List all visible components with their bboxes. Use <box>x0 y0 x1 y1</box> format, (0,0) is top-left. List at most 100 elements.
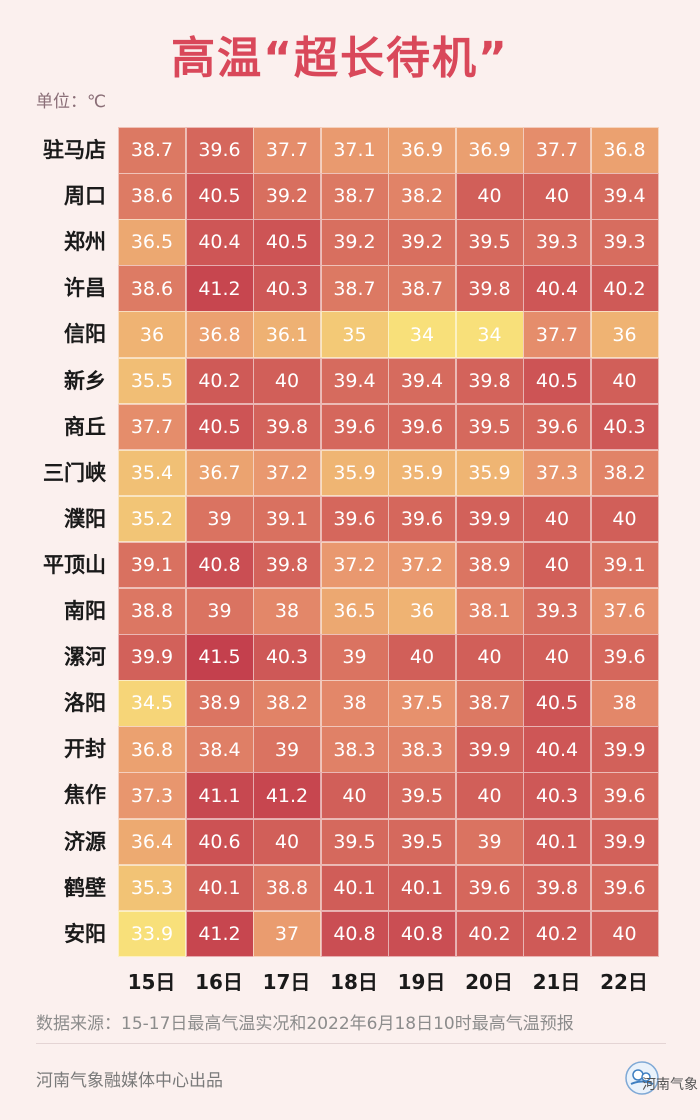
heatmap-grid: 38.7 39.6 37.7 37.1 36.9 36.9 37.7 36.8 38.6 40.5… <box>118 127 659 958</box>
row-label: 周口 <box>64 184 106 209</box>
heatmap-cell: 38.8 <box>253 864 321 912</box>
heatmap-cell: 40.2 <box>185 357 254 405</box>
heatmap-cell: 36.9 <box>455 127 524 174</box>
heatmap-cell: 38.2 <box>253 680 321 727</box>
row-label: 郑州 <box>64 230 106 255</box>
heatmap-cell: 40.1 <box>320 864 389 912</box>
heatmap-cell: 40.3 <box>523 772 591 819</box>
heatmap-cell: 40.2 <box>590 265 659 312</box>
heatmap-cell: 41.5 <box>185 634 254 681</box>
heatmap-cell: 40.4 <box>523 726 591 773</box>
heatmap-cell: 39.8 <box>523 864 591 912</box>
heatmap-cell: 36.7 <box>185 449 254 497</box>
heatmap-cell: 40.3 <box>590 403 659 451</box>
heatmap-cell: 36.9 <box>388 127 456 174</box>
heatmap-cell: 38.7 <box>455 680 524 727</box>
heatmap-cell: 39.1 <box>590 541 659 589</box>
heatmap-cell: 36 <box>590 311 659 358</box>
heatmap-cell: 40 <box>590 495 659 543</box>
heatmap-cell: 39.4 <box>590 173 659 220</box>
heatmap-cell: 37.7 <box>118 403 186 451</box>
heatmap-cell: 35.9 <box>388 449 456 497</box>
heatmap-cell: 37.3 <box>523 449 591 497</box>
heatmap-cell: 40 <box>253 818 321 866</box>
heatmap-cell: 40.6 <box>185 818 254 866</box>
heatmap-cell: 35.3 <box>118 864 186 912</box>
heatmap-cell: 40.1 <box>185 864 254 912</box>
heatmap-cell: 39.6 <box>320 495 389 543</box>
heatmap-cell: 39.1 <box>118 541 186 589</box>
cloud-icon <box>625 1061 659 1095</box>
heatmap-cell: 35.2 <box>118 495 186 543</box>
heatmap-cell: 37 <box>253 910 321 958</box>
heatmap-cell: 39.6 <box>388 495 456 543</box>
heatmap-cell: 40 <box>523 173 591 220</box>
heatmap-cell: 40 <box>455 772 524 819</box>
row-label: 鹤壁 <box>64 875 106 900</box>
heatmap-cell: 39.5 <box>320 818 389 866</box>
heatmap-cell: 34 <box>455 311 524 358</box>
heatmap-cell: 40 <box>523 541 591 589</box>
unit-label: 单位：℃ <box>36 92 107 112</box>
column-label: 15日 <box>127 970 176 994</box>
heatmap-cell: 39.6 <box>455 864 524 912</box>
heatmap-cell: 40 <box>590 910 659 958</box>
heatmap-cell: 37.2 <box>320 541 389 589</box>
heatmap-cell: 40.2 <box>523 910 591 958</box>
heatmap-cell: 40.5 <box>523 680 591 727</box>
heatmap-cell: 40.4 <box>523 265 591 312</box>
weather-logo: 河南气象 <box>610 1060 698 1110</box>
row-label: 安阳 <box>64 921 106 946</box>
heatmap-cell: 39.4 <box>388 357 456 405</box>
footer-divider <box>36 1043 666 1044</box>
heatmap-cell: 35.4 <box>118 449 186 497</box>
heatmap-cell: 37.6 <box>590 588 659 635</box>
heatmap-cell: 37.7 <box>523 127 591 174</box>
heatmap-cell: 39.5 <box>455 219 524 266</box>
heatmap-cell: 37.1 <box>320 127 389 174</box>
heatmap-cell: 36.8 <box>118 726 186 773</box>
heatmap-cell: 39.2 <box>388 219 456 266</box>
heatmap-cell: 40 <box>455 173 524 220</box>
row-label: 许昌 <box>64 276 106 301</box>
column-label: 18日 <box>330 970 378 994</box>
heatmap-cell: 39.6 <box>523 403 591 451</box>
heatmap-cell: 39.5 <box>455 403 524 451</box>
heatmap-cell: 37.7 <box>523 311 591 358</box>
row-label: 焦作 <box>64 783 106 808</box>
row-label: 信阳 <box>64 322 106 347</box>
heatmap-cell: 38.7 <box>320 173 389 220</box>
heatmap-cell: 39.6 <box>590 864 659 912</box>
heatmap-cell: 40.5 <box>523 357 591 405</box>
data-source-note: 数据来源：15-17日最高气温实况和2022年6月18日10时最高气温预报 <box>36 1014 574 1034</box>
heatmap-cell: 40 <box>455 634 524 681</box>
chart-title: 高温“超长待机” <box>171 33 509 84</box>
heatmap-cell: 40 <box>523 495 591 543</box>
heatmap-cell: 41.2 <box>185 910 254 958</box>
heatmap-cell: 38.6 <box>118 173 186 220</box>
heatmap-cell: 39 <box>185 588 254 635</box>
heatmap-cell: 36.4 <box>118 818 186 866</box>
heatmap-cell: 38.3 <box>388 726 456 773</box>
heatmap-cell: 36.8 <box>590 127 659 174</box>
heatmap-cell: 35.9 <box>455 449 524 497</box>
heatmap-cell: 39.9 <box>118 634 186 681</box>
heatmap-cell: 37.2 <box>388 541 456 589</box>
heatmap-cell: 38.9 <box>185 680 254 727</box>
heatmap-cell: 38.3 <box>320 726 389 773</box>
heatmap-cell: 35 <box>320 311 389 358</box>
heatmap-cell: 40 <box>253 357 321 405</box>
row-label: 平顶山 <box>43 552 106 577</box>
column-label: 17日 <box>262 970 311 994</box>
heatmap-cell: 34.5 <box>118 680 186 727</box>
heatmap-cell: 39.4 <box>320 357 389 405</box>
heatmap-cell: 40.8 <box>320 910 389 958</box>
heatmap-cell: 38.2 <box>388 173 456 220</box>
heatmap-cell: 40 <box>523 634 591 681</box>
heatmap-cell: 36.5 <box>320 588 389 635</box>
heatmap-cell: 40 <box>320 772 389 819</box>
heatmap-cell: 40.8 <box>388 910 456 958</box>
heatmap-cell: 36 <box>388 588 456 635</box>
heatmap-cell: 39.3 <box>523 588 591 635</box>
heatmap-cell: 34 <box>388 311 456 358</box>
